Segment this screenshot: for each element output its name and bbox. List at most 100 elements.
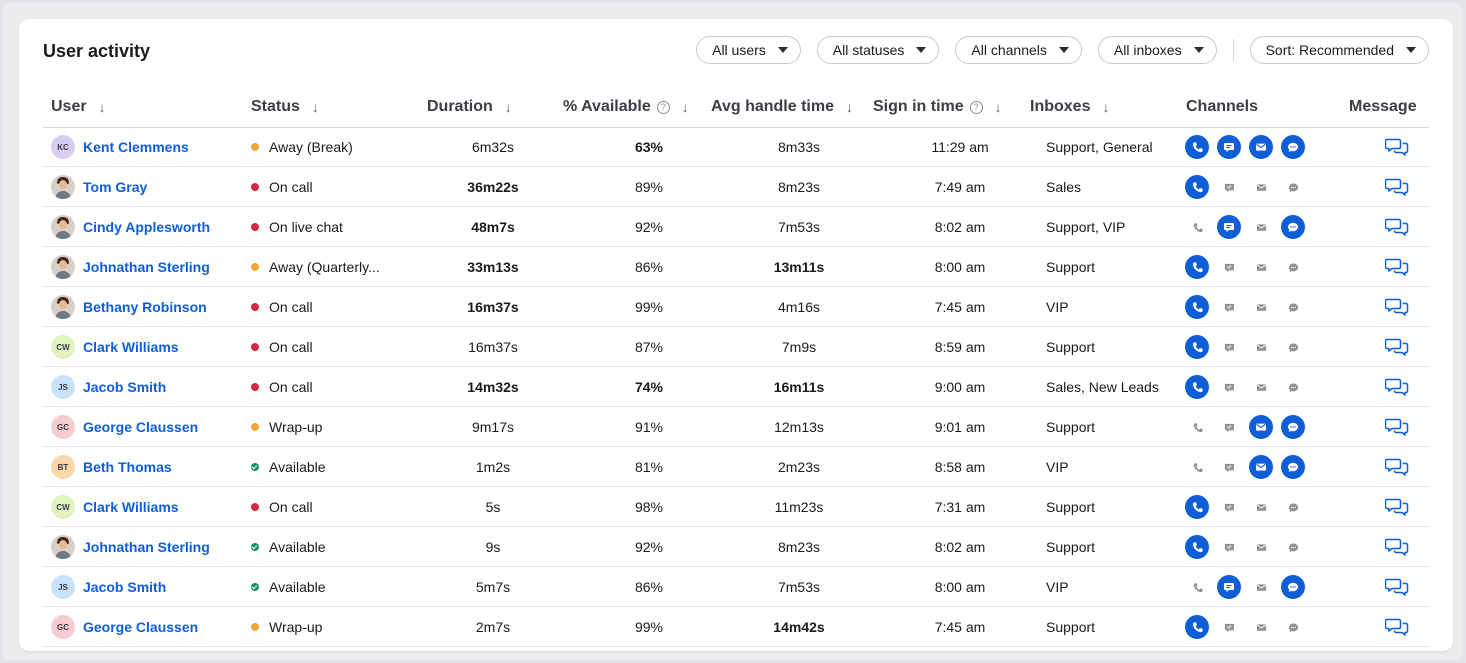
channel-email-icon[interactable] <box>1249 575 1273 599</box>
help-icon[interactable]: ? <box>969 100 983 114</box>
channel-phone-icon[interactable] <box>1185 335 1209 359</box>
filter-inboxes-dropdown[interactable]: All inboxes <box>1097 36 1217 64</box>
channel-phone-icon[interactable] <box>1185 215 1209 239</box>
channel-live-chat-icon[interactable] <box>1281 495 1305 519</box>
channel-live-chat-icon[interactable] <box>1281 215 1305 239</box>
message-icon[interactable] <box>1384 297 1409 317</box>
channel-email-icon[interactable] <box>1249 335 1273 359</box>
column-header-status[interactable]: Status ↓ <box>251 87 319 127</box>
user-name-link[interactable]: Cindy Applesworth <box>83 219 211 235</box>
channel-sms-icon[interactable] <box>1217 255 1241 279</box>
channel-live-chat-icon[interactable] <box>1281 335 1305 359</box>
channel-phone-icon[interactable] <box>1185 175 1209 199</box>
channel-phone-icon[interactable] <box>1185 455 1209 479</box>
channel-live-chat-icon[interactable] <box>1281 255 1305 279</box>
user-name-link[interactable]: Clark Williams <box>83 339 179 355</box>
channel-live-chat-icon[interactable] <box>1281 175 1305 199</box>
message-icon[interactable] <box>1384 177 1409 197</box>
channel-live-chat-icon[interactable] <box>1281 295 1305 319</box>
user-name-link[interactable]: Beth Thomas <box>83 459 172 475</box>
channel-sms-icon[interactable] <box>1217 175 1241 199</box>
channel-phone-icon[interactable] <box>1185 615 1209 639</box>
message-icon[interactable] <box>1384 377 1409 397</box>
user-name-link[interactable]: Johnathan Sterling <box>83 539 210 555</box>
channel-email-icon[interactable] <box>1249 175 1273 199</box>
divider <box>1232 39 1234 61</box>
channel-sms-icon[interactable] <box>1217 215 1241 239</box>
channel-email-icon[interactable] <box>1249 135 1273 159</box>
channel-phone-icon[interactable] <box>1185 295 1209 319</box>
filter-statuses-dropdown[interactable]: All statuses <box>816 36 940 64</box>
user-name-link[interactable]: Kent Clemmens <box>83 139 189 155</box>
user-name-link[interactable]: Jacob Smith <box>83 579 167 595</box>
column-header-inboxes[interactable]: Inboxes ↓ <box>1030 87 1109 127</box>
channel-sms-icon[interactable] <box>1217 575 1241 599</box>
channel-sms-icon[interactable] <box>1217 295 1241 319</box>
message-icon[interactable] <box>1384 217 1409 237</box>
channel-phone-icon[interactable] <box>1185 575 1209 599</box>
channel-live-chat-icon[interactable] <box>1281 415 1305 439</box>
filter-channels-dropdown[interactable]: All channels <box>955 36 1082 64</box>
channel-sms-icon[interactable] <box>1217 495 1241 519</box>
channel-sms-icon[interactable] <box>1217 135 1241 159</box>
sort-dropdown[interactable]: Sort: Recommended <box>1249 36 1429 64</box>
message-icon[interactable] <box>1384 457 1409 477</box>
column-header-available[interactable]: % Available? ↓ <box>563 87 689 127</box>
column-header-avg-handle-time[interactable]: Avg handle time ↓ <box>711 87 853 127</box>
message-icon[interactable] <box>1384 337 1409 357</box>
channel-email-icon[interactable] <box>1249 535 1273 559</box>
channel-email-icon[interactable] <box>1249 375 1273 399</box>
user-name-link[interactable]: Johnathan Sterling <box>83 259 210 275</box>
message-icon[interactable] <box>1384 137 1409 157</box>
channel-sms-icon[interactable] <box>1217 615 1241 639</box>
channel-email-icon[interactable] <box>1249 215 1273 239</box>
message-icon[interactable] <box>1384 617 1409 637</box>
user-name-link[interactable]: Bethany Robinson <box>83 299 207 315</box>
user-name-link[interactable]: George Claussen <box>83 619 199 635</box>
avatar <box>51 215 75 239</box>
channel-live-chat-icon[interactable] <box>1281 375 1305 399</box>
channel-live-chat-icon[interactable] <box>1281 535 1305 559</box>
column-header-sign-in-time[interactable]: Sign in time? ↓ <box>873 87 1002 127</box>
channel-sms-icon[interactable] <box>1217 335 1241 359</box>
status-text: On call <box>269 499 313 515</box>
channel-live-chat-icon[interactable] <box>1281 455 1305 479</box>
channel-phone-icon[interactable] <box>1185 375 1209 399</box>
channel-phone-icon[interactable] <box>1185 415 1209 439</box>
channel-sms-icon[interactable] <box>1217 375 1241 399</box>
channel-phone-icon[interactable] <box>1185 135 1209 159</box>
channel-phone-icon[interactable] <box>1185 495 1209 519</box>
channel-email-icon[interactable] <box>1249 615 1273 639</box>
channel-email-icon[interactable] <box>1249 415 1273 439</box>
status-text: On call <box>269 379 313 395</box>
message-icon[interactable] <box>1384 497 1409 517</box>
channel-live-chat-icon[interactable] <box>1281 135 1305 159</box>
avatar-initials: GC <box>57 622 69 632</box>
channel-email-icon[interactable] <box>1249 455 1273 479</box>
help-icon[interactable]: ? <box>656 100 670 114</box>
column-label: Message <box>1349 98 1417 115</box>
message-icon[interactable] <box>1384 577 1409 597</box>
channel-email-icon[interactable] <box>1249 295 1273 319</box>
channel-live-chat-icon[interactable] <box>1281 615 1305 639</box>
filter-users-dropdown[interactable]: All users <box>696 36 801 64</box>
user-name-link[interactable]: Jacob Smith <box>83 379 167 395</box>
user-name-link[interactable]: George Claussen <box>83 419 199 435</box>
table-row: BT Beth Thomas Available 1m2s 81% 2m23s 8:58 a… <box>43 447 1429 487</box>
user-cell: CW Clark Williams <box>51 327 179 367</box>
user-name-link[interactable]: Clark Williams <box>83 499 179 515</box>
column-header-user[interactable]: User ↓ <box>51 87 106 127</box>
message-icon[interactable] <box>1384 257 1409 277</box>
channel-phone-icon[interactable] <box>1185 535 1209 559</box>
channel-phone-icon[interactable] <box>1185 255 1209 279</box>
channel-live-chat-icon[interactable] <box>1281 575 1305 599</box>
column-header-duration[interactable]: Duration ↓ <box>427 87 512 127</box>
channel-sms-icon[interactable] <box>1217 455 1241 479</box>
channel-sms-icon[interactable] <box>1217 535 1241 559</box>
user-name-link[interactable]: Tom Gray <box>83 179 148 195</box>
channel-email-icon[interactable] <box>1249 495 1273 519</box>
channel-sms-icon[interactable] <box>1217 415 1241 439</box>
message-icon[interactable] <box>1384 537 1409 557</box>
channel-email-icon[interactable] <box>1249 255 1273 279</box>
message-icon[interactable] <box>1384 417 1409 437</box>
